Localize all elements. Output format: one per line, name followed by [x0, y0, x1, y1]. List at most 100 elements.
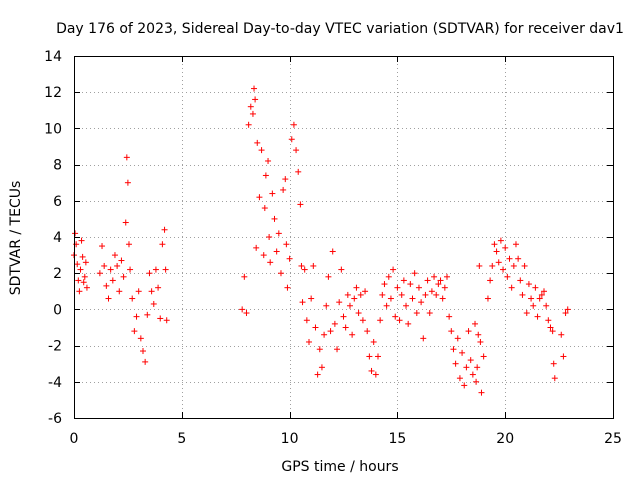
y-tick-label: -2	[48, 339, 62, 355]
data-point	[239, 306, 246, 313]
data-point	[342, 324, 349, 331]
data-point	[321, 331, 328, 338]
data-point	[280, 186, 287, 193]
data-point	[78, 237, 85, 244]
data-point	[450, 346, 457, 353]
data-point	[316, 346, 323, 353]
data-point	[284, 284, 291, 291]
data-point	[148, 288, 155, 295]
data-point	[261, 205, 268, 212]
y-tick-label: -6	[48, 411, 62, 427]
data-points	[71, 85, 571, 396]
data-point	[396, 317, 403, 324]
data-point	[512, 241, 519, 248]
data-point	[407, 281, 414, 288]
data-point	[475, 331, 482, 338]
data-point	[258, 147, 265, 154]
data-point	[273, 248, 280, 255]
data-point	[96, 270, 103, 277]
y-tick-labels: -6 -4 -2 0 2 4 6 8 10 12 14	[44, 49, 62, 427]
data-point	[359, 317, 366, 324]
data-point	[392, 313, 399, 320]
data-point	[314, 371, 321, 378]
data-point	[74, 261, 81, 268]
data-point	[431, 273, 438, 280]
data-point	[155, 284, 162, 291]
x-axis-title: GPS time / hours	[281, 459, 398, 475]
data-point	[308, 295, 315, 302]
data-point	[366, 353, 373, 360]
data-point	[338, 266, 345, 273]
data-point	[420, 335, 427, 342]
data-point	[306, 338, 313, 345]
data-point	[497, 237, 504, 244]
data-point	[426, 310, 433, 317]
data-point	[103, 282, 110, 289]
y-tick-label: -4	[48, 375, 62, 391]
data-point	[245, 121, 252, 128]
data-point	[487, 277, 494, 284]
data-point	[271, 215, 278, 222]
grid-lines	[74, 56, 613, 418]
data-point	[491, 241, 498, 248]
data-point	[398, 291, 405, 298]
data-point	[277, 270, 284, 277]
data-point	[137, 335, 144, 342]
data-point	[146, 270, 153, 277]
data-point	[301, 266, 308, 273]
data-point	[415, 284, 422, 291]
data-point	[383, 302, 390, 309]
data-point	[538, 291, 545, 298]
data-point	[327, 328, 334, 335]
y-tick-label: 12	[44, 85, 62, 101]
data-point	[493, 248, 500, 255]
data-point	[502, 244, 509, 251]
data-point	[400, 277, 407, 284]
data-point	[362, 288, 369, 295]
data-point	[374, 353, 381, 360]
data-point	[293, 147, 300, 154]
data-point	[79, 253, 86, 260]
data-point	[122, 219, 129, 226]
data-point	[443, 273, 450, 280]
data-point	[564, 306, 571, 313]
data-point	[318, 364, 325, 371]
y-tick-label: 10	[44, 121, 62, 137]
data-point	[504, 273, 511, 280]
data-point	[353, 284, 360, 291]
data-point	[562, 310, 569, 317]
y-axis-title: SDTVAR / TECUs	[8, 181, 24, 296]
data-point	[267, 259, 274, 266]
data-point	[111, 252, 118, 259]
data-point	[489, 262, 496, 269]
data-point	[441, 284, 448, 291]
data-point	[152, 266, 159, 273]
data-point	[446, 313, 453, 320]
data-point	[472, 320, 479, 327]
data-point	[364, 328, 371, 335]
data-point	[297, 201, 304, 208]
data-point	[422, 291, 429, 298]
data-point	[469, 371, 476, 378]
data-point	[377, 317, 384, 324]
data-point	[411, 270, 418, 277]
data-point	[385, 273, 392, 280]
data-point	[129, 295, 136, 302]
data-point	[109, 277, 116, 284]
data-point	[82, 259, 89, 266]
data-point	[390, 266, 397, 273]
data-point	[521, 262, 528, 269]
x-tick-label: 15	[388, 431, 406, 447]
x-tick-label: 5	[177, 431, 186, 447]
data-point	[125, 241, 132, 248]
y-tick-label: 14	[44, 49, 62, 65]
data-point	[251, 85, 258, 92]
data-point	[530, 302, 537, 309]
data-point	[77, 266, 84, 273]
data-point	[476, 262, 483, 269]
data-point	[262, 172, 269, 179]
data-point	[325, 273, 332, 280]
data-point	[72, 230, 79, 237]
data-point	[124, 179, 131, 186]
data-point	[467, 357, 474, 364]
